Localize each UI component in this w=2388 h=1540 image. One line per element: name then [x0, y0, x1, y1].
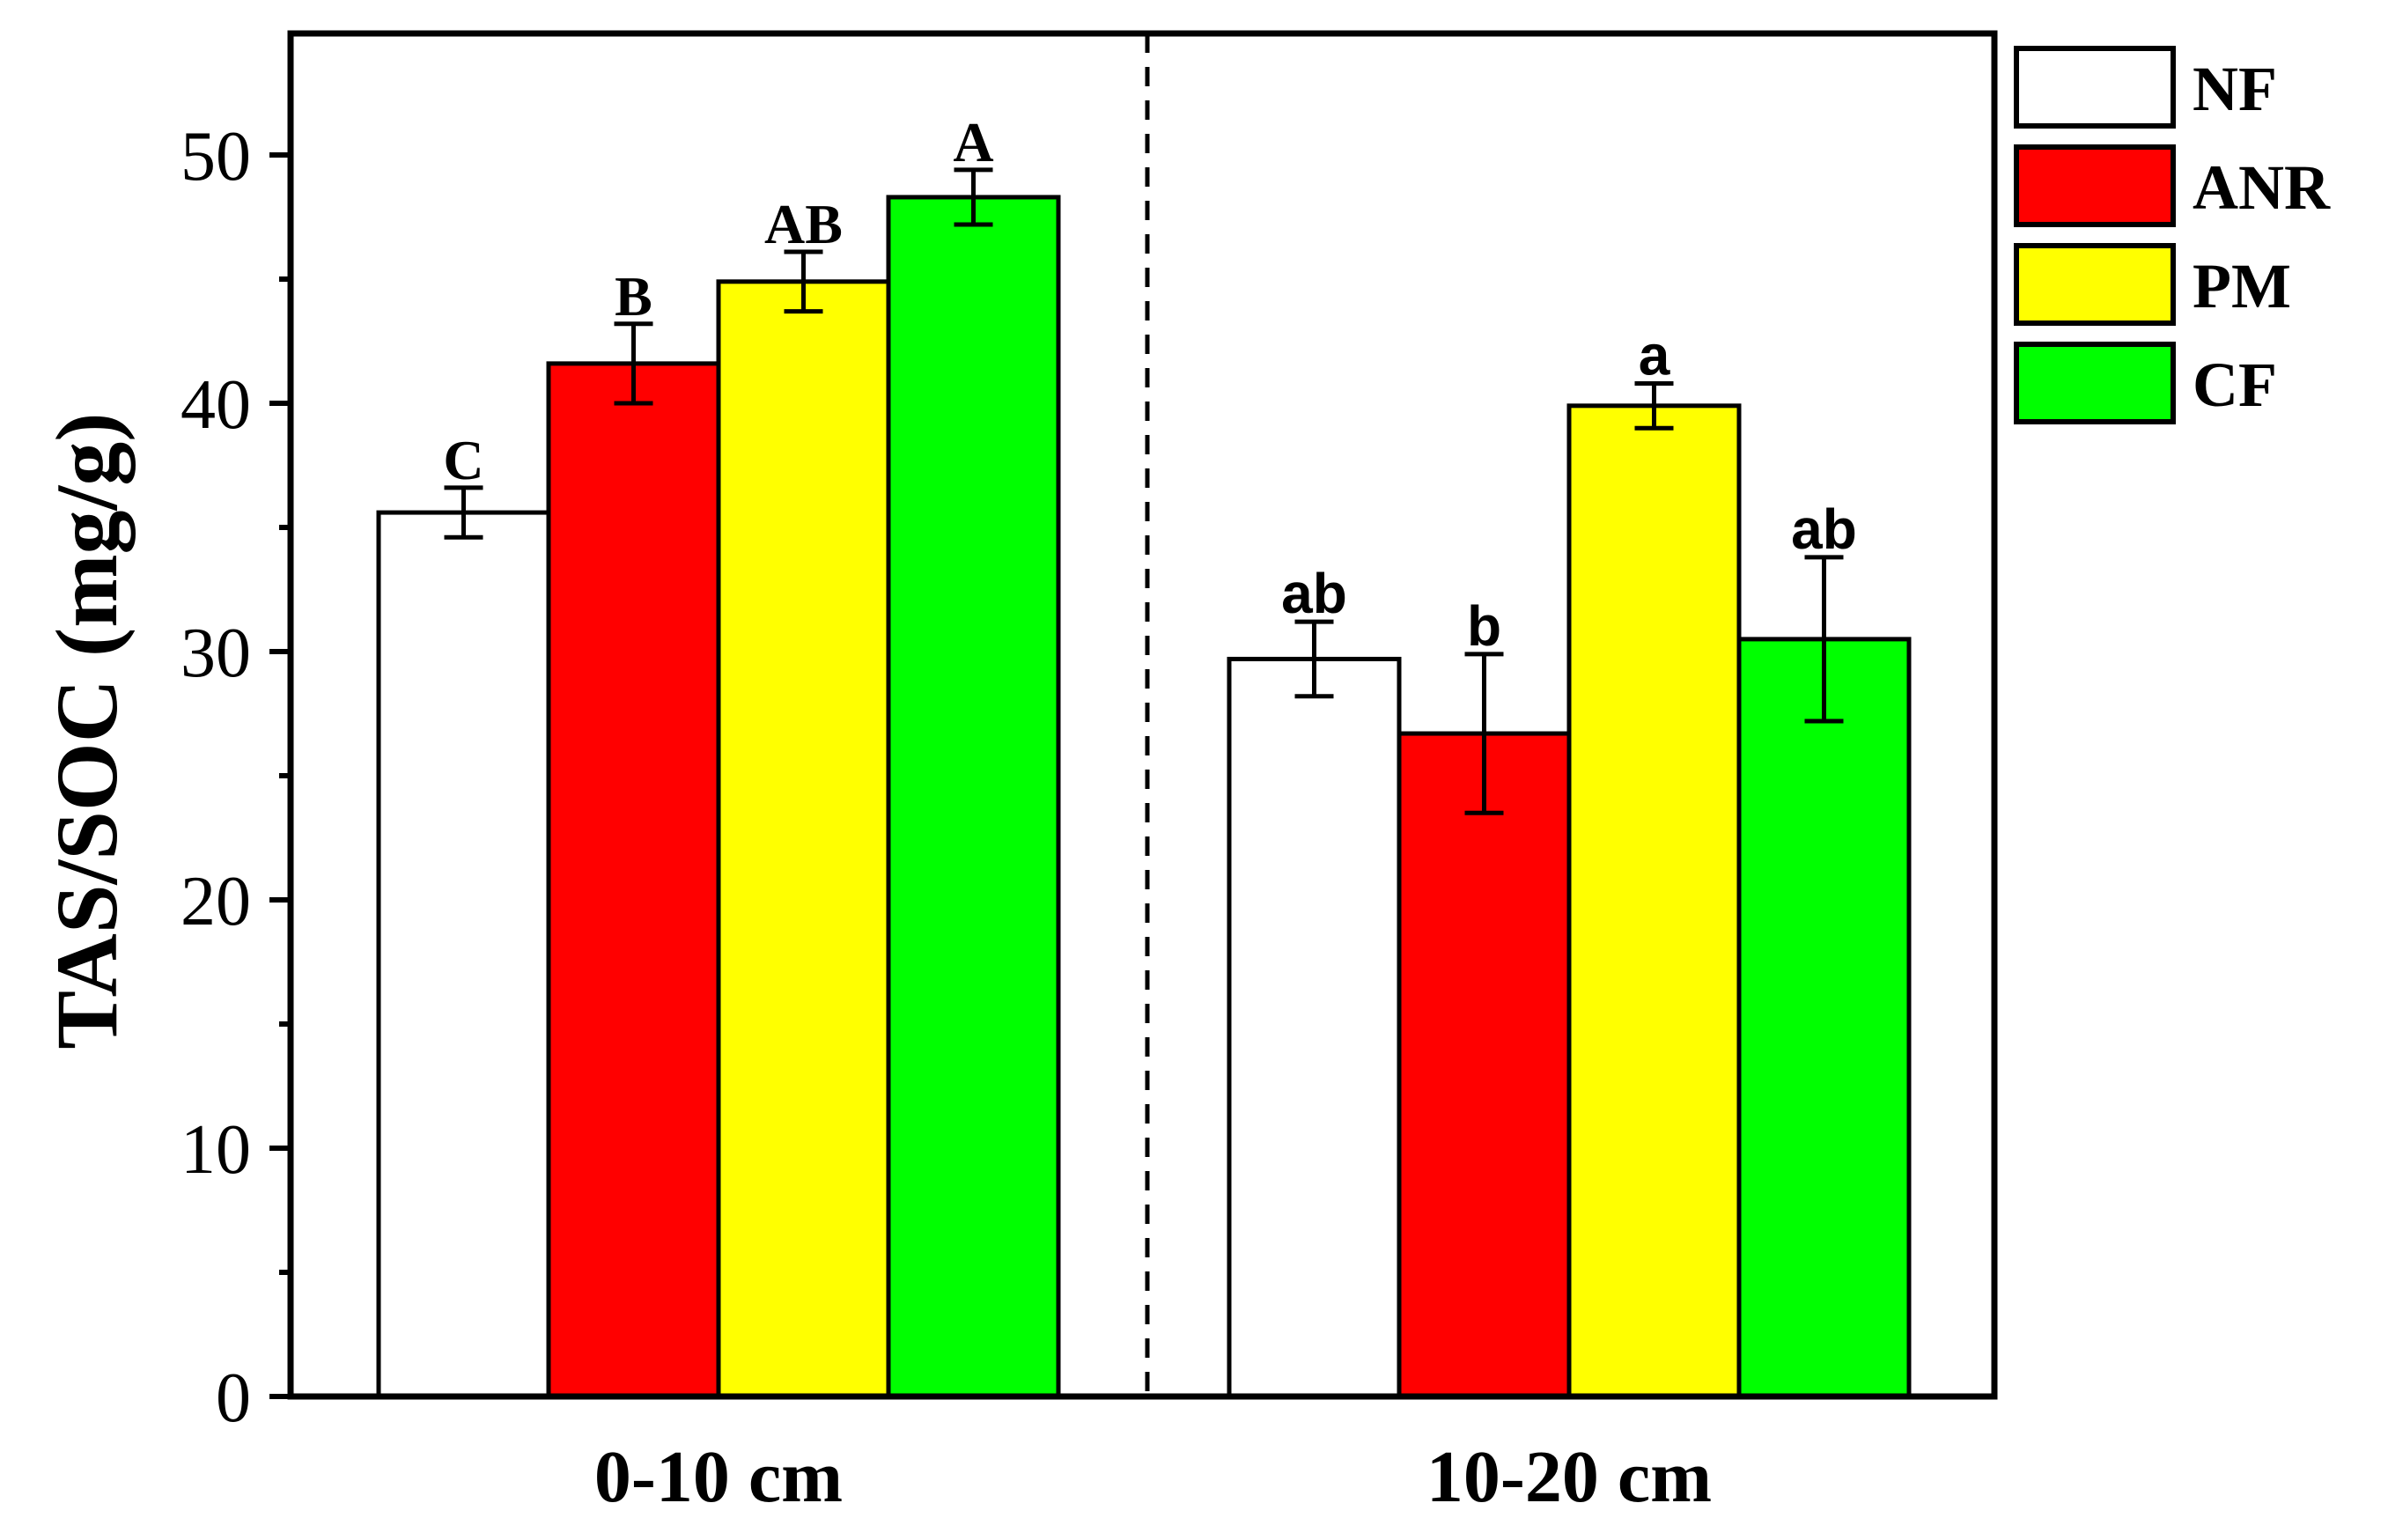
significance-label-anr-2: b [1467, 594, 1501, 658]
y-tick-label-0: 0 [216, 1359, 251, 1437]
bar-cf-1 [886, 195, 1061, 1399]
y-tick-label-10: 10 [181, 1111, 251, 1189]
bars-layer [376, 195, 1912, 1399]
bar-cf-2 [1736, 637, 1912, 1399]
significance-label-pm-2: a [1639, 323, 1670, 387]
x-tick-label-1: 0-10 cm [594, 1436, 843, 1518]
y-tick-label-40: 40 [181, 366, 251, 444]
legend-label-pm: PM [2193, 251, 2291, 321]
legend-label-cf: CF [2193, 350, 2277, 420]
bar-anr-2 [1397, 731, 1572, 1399]
bar-pm-1 [716, 279, 891, 1399]
significance-label-cf-2: ab [1791, 497, 1857, 561]
legend-swatch-nf [2014, 46, 2176, 129]
legend-swatch-anr [2014, 144, 2176, 227]
y-axis: 0 10 20 30 40 50 [181, 118, 291, 1437]
significance-labels-layer: C B AB Aab b a ab [443, 111, 1856, 658]
legend-label-nf: NF [2193, 54, 2277, 124]
bar-anr-1 [546, 361, 721, 1399]
y-tick-label-20: 20 [181, 863, 251, 940]
plot-frame [287, 30, 1998, 1400]
legend-swatch-cf [2014, 342, 2176, 424]
x-tick-label-2: 10-20 cm [1426, 1436, 1712, 1518]
bar-pm-2 [1566, 403, 1742, 1399]
legend-label-anr: ANR [2193, 152, 2331, 223]
significance-label-pm-1: AB [764, 193, 843, 255]
significance-label-nf-1: C [443, 429, 483, 491]
y-tick-label-30: 30 [181, 615, 251, 692]
bar-nf-2 [1227, 656, 1402, 1399]
x-axis: 0-10 cm 10-20 cm [594, 1436, 1712, 1518]
error-bars-layer [444, 167, 1844, 815]
legend-swatch-pm [2014, 243, 2176, 326]
y-tick-label-50: 50 [181, 118, 251, 195]
significance-label-anr-1: B [615, 265, 652, 328]
significance-label-nf-2: ab [1281, 562, 1347, 625]
legend: NF ANR PM CF [2014, 46, 2331, 424]
significance-label-cf-1: A [953, 111, 993, 173]
y-axis-title: TAS/SOC (mg/g) [38, 412, 136, 1049]
bar-nf-1 [376, 510, 551, 1399]
